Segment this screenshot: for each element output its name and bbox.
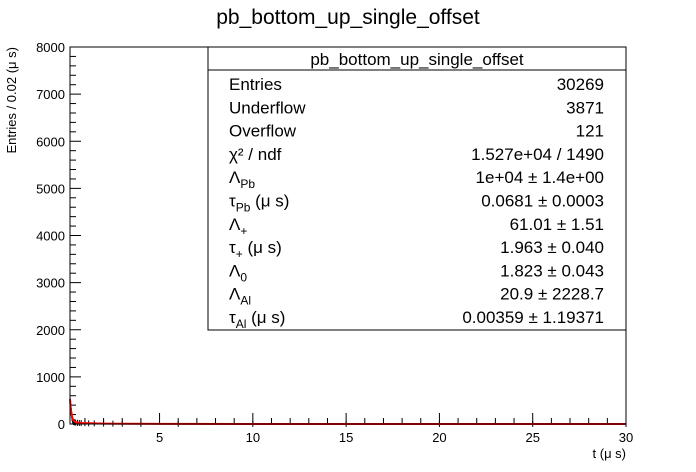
y-tick-label: 8000 (36, 40, 65, 55)
chart-title: pb_bottom_up_single_offset (216, 6, 480, 29)
stats-row-value: 1.527e+04 / 1490 (471, 145, 604, 164)
stats-row-label: τAl (μ s) (229, 308, 285, 331)
y-tick-label: 5000 (36, 181, 65, 196)
stats-row-value: 1.823 ± 0.043 (500, 261, 604, 280)
stats-row-value: 121 (576, 122, 604, 141)
stats-row-label: ΛAl (229, 285, 251, 308)
y-tick-labels: 0 1000 2000 3000 4000 5000 6000 7000 8000 (36, 40, 65, 432)
y-tick-label: 6000 (36, 134, 65, 149)
y-tick-label: 7000 (36, 87, 65, 102)
stats-row-value: 30269 (557, 75, 604, 94)
x-tick-labels: 5 10 15 20 25 30 (156, 430, 633, 445)
x-axis-label: t (μ s) (593, 446, 626, 461)
stats-row-value: 0.00359 ± 1.19371 (462, 308, 604, 327)
stats-row-label: Λ0 (229, 261, 247, 284)
x-tick-label: 5 (156, 430, 163, 445)
stats-row-label: Overflow (229, 122, 297, 141)
y-tick-label: 4000 (36, 229, 65, 244)
x-tick-label: 15 (339, 430, 353, 445)
y-tick-label: 3000 (36, 276, 65, 291)
stats-row-label: τPb (μ s) (229, 192, 289, 215)
x-tick-label: 10 (246, 430, 260, 445)
stats-row-label: ΛPb (229, 168, 255, 191)
y-axis-label: Entries / 0.02 (μ s) (4, 47, 19, 153)
stats-row-value: 0.0681 ± 0.0003 (481, 192, 604, 211)
stats-row-label: τ+ (μ s) (229, 238, 282, 261)
stats-box: pb_bottom_up_single_offset Entries 30269 U… (207, 46, 627, 331)
stats-row-label: Entries (229, 75, 282, 94)
stats-row-value: 3871 (566, 98, 604, 117)
stats-box-frame (207, 46, 627, 331)
stats-row-label: Underflow (229, 98, 306, 117)
x-tick-label: 25 (525, 430, 539, 445)
stats-row-value: 20.9 ± 2228.7 (500, 285, 604, 304)
stats-row-label: χ² / ndf (229, 145, 282, 164)
stats-row-value: 61.01 ± 1.51 (510, 215, 604, 234)
stats-row-value: 1.963 ± 0.040 (500, 238, 604, 257)
x-tick-label: 30 (619, 430, 633, 445)
x-tick-label: 20 (432, 430, 446, 445)
stats-box-title: pb_bottom_up_single_offset (310, 50, 524, 69)
y-tick-label: 2000 (36, 323, 65, 338)
stats-box-rows: Entries 30269 Underflow 3871 Overflow 121 χ² /… (229, 75, 604, 331)
y-tick-label: 0 (58, 417, 65, 432)
y-tick-label: 1000 (36, 370, 65, 385)
stats-row-label: Λ+ (229, 215, 247, 238)
stats-row-value: 1e+04 ± 1.4e+00 (476, 168, 604, 187)
